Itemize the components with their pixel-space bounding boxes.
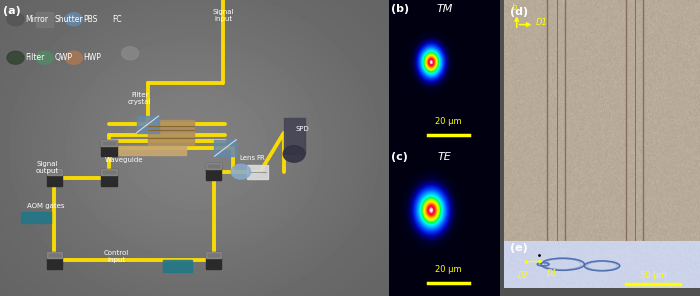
Bar — [214, 140, 236, 156]
Text: D2: D2 — [518, 271, 529, 280]
Text: Lens: Lens — [239, 155, 255, 161]
Text: PBS: PBS — [83, 15, 98, 24]
Bar — [101, 169, 116, 186]
Text: HWP: HWP — [83, 53, 102, 62]
Text: QWP: QWP — [55, 53, 72, 62]
Circle shape — [65, 13, 83, 26]
Text: Control
input: Control input — [104, 250, 130, 263]
Bar — [22, 212, 50, 223]
Text: D1: D1 — [536, 18, 547, 28]
Bar — [246, 165, 268, 179]
Text: (c): (c) — [391, 152, 407, 163]
Circle shape — [36, 51, 53, 64]
Text: Waveguide: Waveguide — [105, 157, 144, 163]
Bar — [206, 252, 221, 269]
Text: SPD: SPD — [295, 126, 309, 132]
Circle shape — [7, 13, 24, 26]
Text: Filter
crystal: Filter crystal — [128, 92, 152, 105]
Text: 20 μm: 20 μm — [435, 265, 462, 274]
Text: 50 μm: 50 μm — [640, 271, 666, 279]
Text: (d): (d) — [510, 7, 528, 17]
Bar — [47, 169, 62, 175]
Text: b: b — [512, 3, 517, 12]
Bar — [206, 252, 221, 258]
Text: 20 μm: 20 μm — [435, 117, 462, 126]
Bar — [284, 118, 305, 154]
Circle shape — [65, 51, 83, 64]
Text: (a): (a) — [3, 6, 21, 16]
Text: Filter: Filter — [25, 53, 45, 62]
Bar — [101, 169, 116, 175]
Text: D1: D1 — [547, 269, 558, 278]
Text: (e): (e) — [510, 243, 528, 253]
Bar — [206, 163, 221, 169]
Bar — [148, 120, 195, 145]
Bar — [163, 260, 193, 272]
Bar — [101, 140, 116, 156]
Circle shape — [284, 146, 305, 162]
Bar — [47, 169, 62, 186]
Text: AOM gates: AOM gates — [27, 203, 64, 209]
Circle shape — [231, 164, 251, 179]
Text: FC: FC — [113, 15, 122, 24]
Bar — [36, 12, 53, 27]
Text: Signal
input: Signal input — [213, 9, 234, 22]
Circle shape — [122, 47, 139, 60]
Bar — [101, 140, 116, 146]
Text: Shutter: Shutter — [55, 15, 83, 24]
Text: (b): (b) — [391, 4, 409, 15]
Text: TE: TE — [438, 152, 452, 163]
Text: FR: FR — [256, 155, 265, 161]
Circle shape — [7, 51, 24, 64]
Text: TM: TM — [436, 4, 453, 15]
Text: Signal
output: Signal output — [35, 161, 58, 174]
Bar — [47, 252, 62, 269]
Bar — [136, 116, 158, 133]
Bar — [47, 252, 62, 258]
Bar — [116, 146, 186, 155]
Text: Mirror: Mirror — [25, 15, 48, 24]
Bar — [206, 163, 221, 180]
